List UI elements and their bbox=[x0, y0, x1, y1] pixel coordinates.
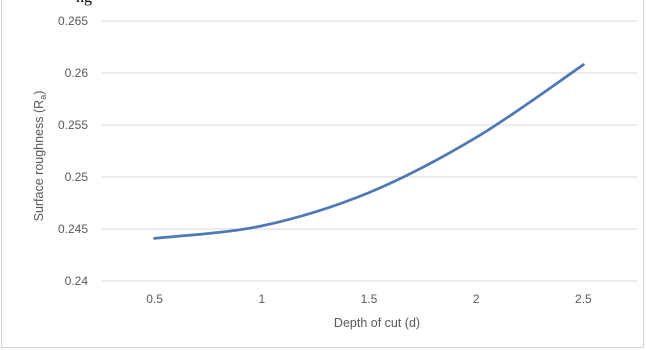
x-tick-label: 0.5 bbox=[146, 292, 163, 306]
y-tick-label: 0.255 bbox=[58, 118, 88, 132]
top-caption: ng bbox=[76, 0, 376, 9]
series-line-0 bbox=[153, 63, 585, 240]
series-layer bbox=[153, 63, 585, 240]
y-tick-label: 0.26 bbox=[65, 66, 89, 80]
x-tick-labels: 0.5 1 1.5 2 2.5 bbox=[146, 292, 592, 306]
y-axis-title: Surface roughness (Ra) bbox=[32, 91, 48, 222]
x-tick-label: 1 bbox=[258, 292, 265, 306]
gridlines bbox=[101, 20, 637, 282]
x-tick-label: 1.5 bbox=[361, 292, 378, 306]
y-axis-title-suffix: ) bbox=[32, 91, 46, 95]
y-axis-title-main: Surface roughness (R bbox=[32, 100, 46, 222]
x-axis-title: Depth of cut (d) bbox=[334, 316, 420, 330]
y-axis-title-subscript: a bbox=[38, 95, 48, 100]
y-tick-label: 0.25 bbox=[65, 170, 89, 184]
y-tick-label: 0.265 bbox=[58, 14, 88, 28]
x-tick-label: 2 bbox=[473, 292, 480, 306]
y-tick-labels: 0.24 0.245 0.25 0.255 0.26 0.265 bbox=[58, 14, 88, 288]
y-tick-label: 0.24 bbox=[65, 274, 89, 288]
y-tick-label: 0.245 bbox=[58, 222, 88, 236]
x-tick-label: 2.5 bbox=[575, 292, 592, 306]
